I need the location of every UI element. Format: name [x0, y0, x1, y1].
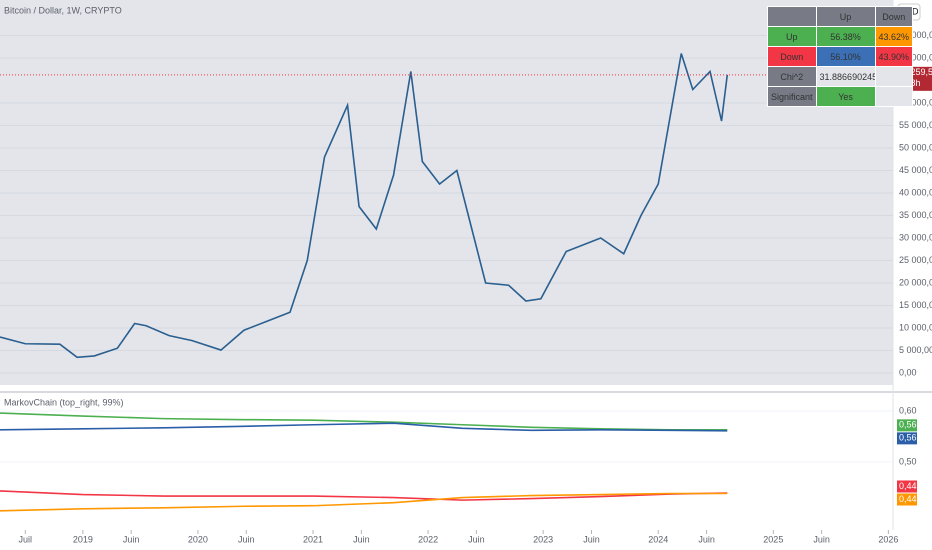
- x-tick-label: 2020: [188, 534, 208, 544]
- table-cell: 56.10%: [815, 46, 876, 67]
- table-cell: Significant: [767, 86, 817, 107]
- table-cell: Down: [874, 6, 914, 27]
- table-cell: [767, 6, 817, 27]
- data-line: [0, 53, 729, 359]
- table-cell: Up: [815, 6, 876, 27]
- value-badge-label: 0,56: [899, 420, 917, 430]
- y-tick-label: 30 000,00: [899, 232, 932, 242]
- x-tick-label: 2023: [533, 534, 553, 544]
- y-tick-label: 70 000,00: [899, 52, 932, 62]
- x-tick-label: Juin: [353, 534, 370, 544]
- x-tick-label: 2021: [303, 534, 323, 544]
- data-line: [0, 422, 728, 432]
- table-cell: [874, 86, 914, 107]
- data-line: [0, 492, 728, 512]
- y-tick-label: 0,00: [899, 367, 917, 377]
- y-tick-label: 20 000,00: [899, 277, 932, 287]
- table-cell: Chi^2: [767, 66, 817, 87]
- y-tick-label: 60 000,00: [899, 97, 932, 107]
- table-row: Down 56.10% 43.90%: [767, 46, 914, 67]
- x-tick-label: 2025: [763, 534, 783, 544]
- y-tick-label: 10 000,00: [899, 322, 932, 332]
- table-cell: 43.90%: [874, 46, 914, 67]
- x-tick-label: Juin: [813, 534, 830, 544]
- y-tick-label: 35 000,00: [899, 210, 932, 220]
- chart-title: Bitcoin / Dollar, 1W, CRYPTO: [4, 5, 122, 15]
- last-price-label: 66 259,50: [898, 67, 932, 77]
- y-tick-label: 0,60: [899, 405, 917, 415]
- value-badge: [897, 493, 917, 506]
- x-tick-label: Juil: [19, 534, 33, 544]
- x-tick-label: 2024: [648, 534, 668, 544]
- data-line: [0, 490, 728, 501]
- y-tick-label: 5 000,00: [899, 345, 932, 355]
- value-badge-label: 0,44: [899, 481, 917, 491]
- value-badge-label: 0,56: [899, 433, 917, 443]
- table-cell: [874, 66, 914, 87]
- value-badge: [897, 419, 917, 432]
- y-tick-label: 40 000,00: [899, 187, 932, 197]
- x-tick-label: Juin: [238, 534, 255, 544]
- x-tick-label: 2026: [878, 534, 898, 544]
- table-cell: 56.38%: [815, 26, 876, 47]
- table-row: Up Down: [767, 6, 914, 27]
- x-tick-label: Juin: [468, 534, 485, 544]
- table-row: Up 56.38% 43.62%: [767, 26, 914, 47]
- table-cell: 43.62%: [874, 26, 914, 47]
- y-tick-label: 45 000,00: [899, 165, 932, 175]
- table-row: Chi^231.88669024565: [767, 66, 914, 87]
- y-tick-label: 55 000,00: [899, 120, 932, 130]
- x-tick-label: Juin: [583, 534, 600, 544]
- value-badge: [897, 480, 917, 493]
- value-badge-label: 0,44: [899, 494, 917, 504]
- x-tick-label: Juin: [123, 534, 140, 544]
- value-badge: [897, 432, 917, 445]
- y-tick-label: 75 000,00: [899, 30, 932, 40]
- y-tick-label: 0,50: [899, 456, 917, 466]
- y-tick-label: 15 000,00: [899, 300, 932, 310]
- table-cell: Yes: [815, 86, 876, 107]
- table-cell: 31.88669024565: [815, 66, 876, 87]
- main-pane-bg: [0, 0, 893, 385]
- y-tick-label: 25 000,00: [899, 255, 932, 265]
- x-tick-label: 2019: [73, 534, 93, 544]
- x-tick-label: Juin: [698, 534, 715, 544]
- table-cell: Up: [767, 26, 817, 47]
- data-line: [0, 412, 728, 431]
- markov-table: Up Down Up 56.38% 43.62% Down 56.10% 43.90% Chi^…: [767, 6, 914, 107]
- table-row: Significant Yes: [767, 86, 914, 107]
- y-tick-label: 50 000,00: [899, 142, 932, 152]
- table-cell: Down: [767, 46, 817, 67]
- indicator-title: MarkovChain (top_right, 99%): [4, 397, 124, 407]
- x-tick-label: 2022: [418, 534, 438, 544]
